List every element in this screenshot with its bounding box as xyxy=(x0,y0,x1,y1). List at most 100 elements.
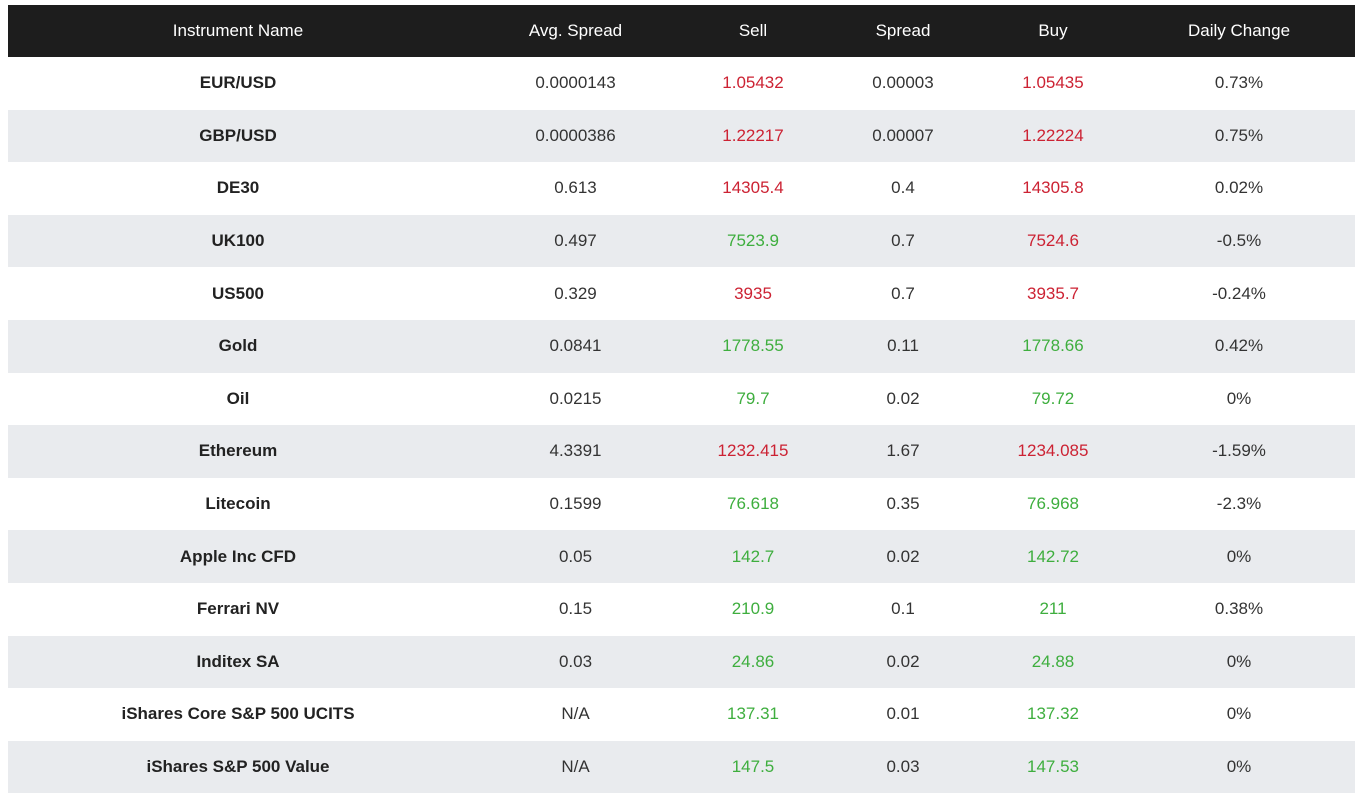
avg-spread-cell: 0.0841 xyxy=(549,336,602,356)
instrument-name-cell: US500 xyxy=(212,283,264,303)
avg-spread-cell: 0.497 xyxy=(554,231,597,251)
table-row: Gold 0.0841 1778.55 0.11 1778.66 0.42% xyxy=(8,319,1355,373)
table-row: iShares S&P 500 Value N/A 147.5 0.03 147.53 0… xyxy=(8,740,1355,794)
sell-price-cell: 1.05432 xyxy=(722,73,784,93)
sell-price-cell: 210.9 xyxy=(731,599,775,619)
table-row: US500 0.329 3935 0.7 3935.7 -0.24% xyxy=(8,267,1355,320)
table-header-row: Instrument Name Avg. Spread Sell Spread … xyxy=(8,5,1355,57)
instrument-name-cell: UK100 xyxy=(211,231,265,251)
sell-price-cell: 1778.55 xyxy=(722,336,784,356)
spread-cell: 0.02 xyxy=(886,651,920,671)
avg-spread-cell: N/A xyxy=(561,704,590,724)
buy-price-cell: 1.05435 xyxy=(1022,73,1084,93)
avg-spread-cell: 0.329 xyxy=(554,283,597,303)
table-row: Ferrari NV 0.15 210.9 0.1 211 0.38% xyxy=(8,582,1355,636)
buy-price-cell: 1.22224 xyxy=(1022,125,1084,145)
daily-change-cell: -0.5% xyxy=(1216,231,1262,251)
column-header-daily-change: Daily Change xyxy=(1187,21,1291,40)
table-row: EUR/USD 0.0000143 1.05432 0.00003 1.05435 0.7… xyxy=(8,57,1355,110)
buy-price-cell: 76.968 xyxy=(1027,494,1079,514)
spread-cell: 1.67 xyxy=(886,441,920,461)
instrument-name-cell: Ethereum xyxy=(198,441,278,461)
table-row: GBP/USD 0.0000386 1.22217 0.00007 1.22224 0.7… xyxy=(8,109,1355,163)
spread-cell: 0.1 xyxy=(891,599,915,619)
table-row: Ethereum 4.3391 1232.415 1.67 1234.085 -1.59% xyxy=(8,425,1355,478)
sell-price-cell: 3935 xyxy=(734,283,772,303)
instrument-name-cell: Inditex SA xyxy=(196,651,280,671)
table-row: UK100 0.497 7523.9 0.7 7524.6 -0.5% xyxy=(8,214,1355,268)
sell-price-cell: 76.618 xyxy=(727,494,779,514)
instrument-name-cell: Apple Inc CFD xyxy=(179,546,297,566)
avg-spread-cell: 0.0215 xyxy=(549,388,602,408)
buy-price-cell: 7524.6 xyxy=(1027,231,1079,251)
spread-cell: 0.02 xyxy=(886,546,920,566)
table-row: Litecoin 0.1599 76.618 0.35 76.968 -2.3% xyxy=(8,477,1355,531)
daily-change-cell: 0% xyxy=(1226,757,1252,777)
avg-spread-cell: 0.613 xyxy=(554,178,597,198)
instrument-name-cell: Litecoin xyxy=(205,494,271,514)
daily-change-cell: 0.42% xyxy=(1214,336,1264,356)
avg-spread-cell: 0.0000386 xyxy=(535,125,616,145)
spread-cell: 0.01 xyxy=(886,704,920,724)
spread-cell: 0.7 xyxy=(891,231,915,251)
table-row: Apple Inc CFD 0.05 142.7 0.02 142.72 0% xyxy=(8,530,1355,583)
table-row: DE30 0.613 14305.4 0.4 14305.8 0.02% xyxy=(8,162,1355,215)
instrument-name-cell: Oil xyxy=(226,388,250,408)
column-header-sell: Sell xyxy=(738,21,768,40)
instrument-name-cell: Gold xyxy=(218,336,258,356)
spread-cell: 0.02 xyxy=(886,388,920,408)
sell-price-cell: 1.22217 xyxy=(722,125,784,145)
avg-spread-cell: 0.15 xyxy=(558,599,593,619)
buy-price-cell: 142.72 xyxy=(1027,546,1079,566)
instrument-name-cell: GBP/USD xyxy=(199,125,277,145)
buy-price-cell: 137.32 xyxy=(1027,704,1079,724)
buy-price-cell: 79.72 xyxy=(1031,388,1075,408)
instrument-table-container: Instrument Name Avg. Spread Sell Spread … xyxy=(8,5,1355,794)
sell-price-cell: 137.31 xyxy=(727,704,779,724)
column-header-avg-spread: Avg. Spread xyxy=(528,21,623,40)
daily-change-cell: 0.75% xyxy=(1214,125,1264,145)
table-row: Oil 0.0215 79.7 0.02 79.72 0% xyxy=(8,372,1355,426)
buy-price-cell: 211 xyxy=(1039,599,1067,619)
avg-spread-cell: 0.1599 xyxy=(549,494,602,514)
sell-price-cell: 24.86 xyxy=(731,651,775,671)
spread-cell: 0.11 xyxy=(887,336,919,356)
table-row: iShares Core S&P 500 UCITS N/A 137.31 0.01 1… xyxy=(8,688,1355,741)
avg-spread-cell: N/A xyxy=(561,757,590,777)
daily-change-cell: 0.02% xyxy=(1214,178,1264,198)
sell-price-cell: 1232.415 xyxy=(717,441,789,461)
sell-price-cell: 14305.4 xyxy=(722,178,784,198)
avg-spread-cell: 0.0000143 xyxy=(535,73,616,93)
sell-price-cell: 147.5 xyxy=(731,757,775,777)
daily-change-cell: -1.59% xyxy=(1212,441,1266,461)
avg-spread-cell: 0.03 xyxy=(558,651,593,671)
column-header-spread: Spread xyxy=(875,21,931,40)
buy-price-cell: 24.88 xyxy=(1031,651,1075,671)
instrument-name-cell: iShares Core S&P 500 UCITS xyxy=(121,704,355,724)
daily-change-cell: 0.73% xyxy=(1214,73,1264,93)
instrument-table: Instrument Name Avg. Spread Sell Spread … xyxy=(8,5,1355,794)
instrument-name-cell: DE30 xyxy=(216,178,260,198)
instrument-name-cell: EUR/USD xyxy=(199,73,277,93)
spread-cell: 0.4 xyxy=(891,178,915,198)
buy-price-cell: 1778.66 xyxy=(1022,336,1084,356)
spread-cell: 0.7 xyxy=(891,283,915,303)
column-header-buy: Buy xyxy=(1038,21,1068,40)
daily-change-cell: 0% xyxy=(1226,704,1252,724)
instrument-name-cell: iShares S&P 500 Value xyxy=(146,757,330,777)
buy-price-cell: 14305.8 xyxy=(1022,178,1084,198)
buy-price-cell: 147.53 xyxy=(1027,757,1079,777)
daily-change-cell: -0.24% xyxy=(1212,283,1266,303)
table-row: Inditex SA 0.03 24.86 0.02 24.88 0% xyxy=(8,635,1355,689)
sell-price-cell: 142.7 xyxy=(731,546,775,566)
daily-change-cell: 0.38% xyxy=(1214,599,1264,619)
spread-cell: 0.00003 xyxy=(872,73,934,93)
buy-price-cell: 1234.085 xyxy=(1017,441,1089,461)
spread-cell: 0.00007 xyxy=(872,125,934,145)
sell-price-cell: 7523.9 xyxy=(727,231,779,251)
daily-change-cell: -2.3% xyxy=(1216,494,1262,514)
instrument-name-cell: Ferrari NV xyxy=(196,599,280,619)
avg-spread-cell: 4.3391 xyxy=(549,441,602,461)
sell-price-cell: 79.7 xyxy=(736,388,770,408)
avg-spread-cell: 0.05 xyxy=(558,546,593,566)
